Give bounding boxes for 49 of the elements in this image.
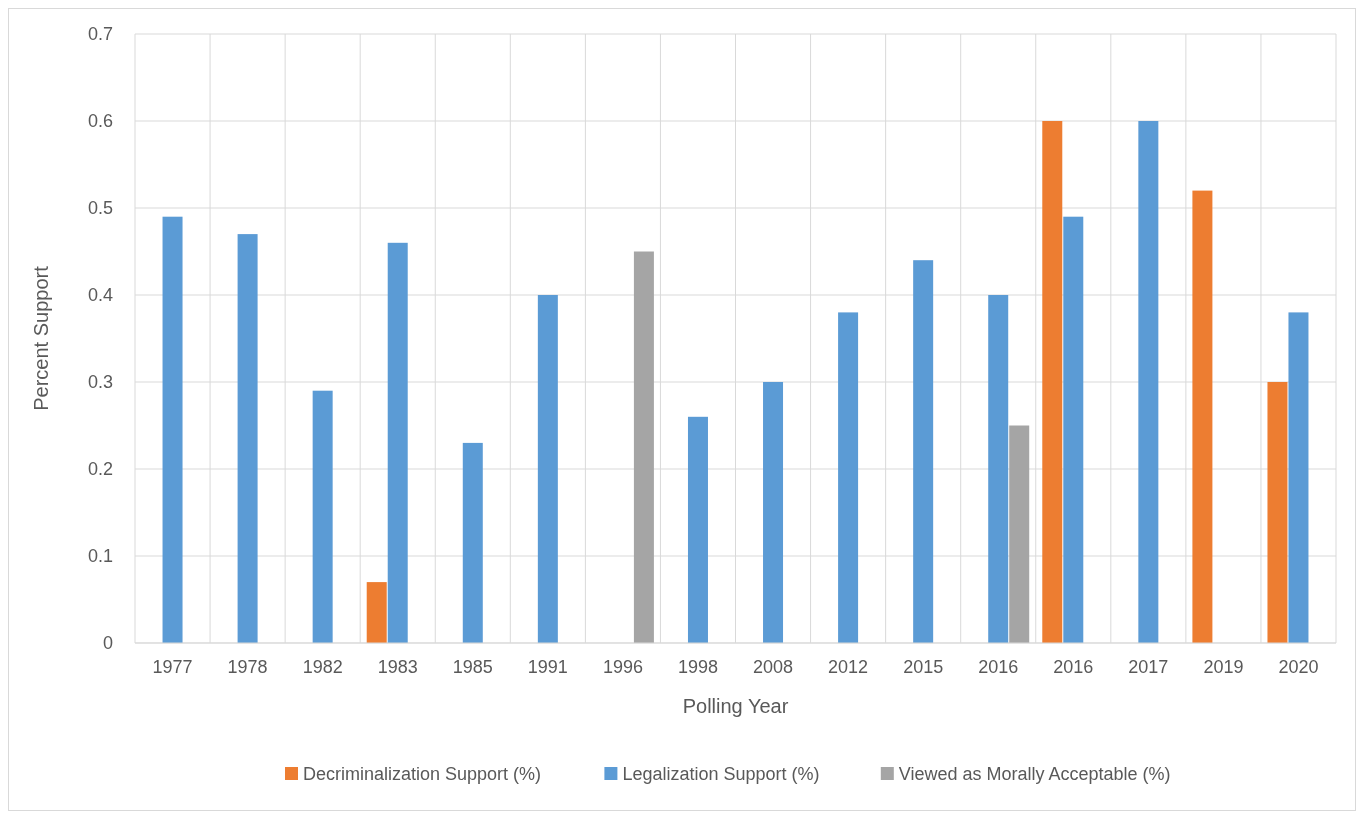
bar — [237, 234, 258, 643]
x-tick-label: 1977 — [152, 657, 193, 677]
bar — [1267, 382, 1288, 643]
bar — [1192, 190, 1213, 643]
x-tick-label: 1996 — [602, 657, 643, 677]
x-tick-label: 2016 — [1053, 657, 1094, 677]
legend-label: Decriminalization Support (%) — [303, 764, 542, 785]
bar — [162, 216, 183, 643]
bar — [1138, 121, 1159, 643]
bar — [387, 242, 408, 643]
y-tick-label: 0.6 — [87, 111, 113, 132]
bar — [1063, 216, 1084, 643]
y-tick-label: 0.7 — [87, 24, 113, 45]
bar — [537, 295, 558, 643]
x-tick-label: 2020 — [1278, 657, 1319, 677]
bar — [633, 251, 654, 643]
x-tick-label: 1978 — [227, 657, 268, 677]
bar — [366, 582, 387, 643]
y-tick-label: 0 — [102, 633, 113, 654]
y-tick-label: 0.1 — [87, 546, 113, 567]
bar — [763, 382, 784, 643]
bar — [462, 442, 483, 643]
x-tick-label: 2017 — [1128, 657, 1169, 677]
bar — [312, 390, 333, 643]
bar — [913, 260, 934, 643]
x-tick-label: 1998 — [677, 657, 718, 677]
x-tick-label: 1982 — [302, 657, 343, 677]
bar — [838, 312, 859, 643]
bar — [1009, 425, 1030, 643]
x-tick-label: 1991 — [527, 657, 568, 677]
x-tick-label: 2019 — [1203, 657, 1244, 677]
x-tick-label: 2015 — [903, 657, 944, 677]
y-tick-label: 0.5 — [87, 198, 113, 219]
legend-label: Viewed as Morally Acceptable (%) — [898, 764, 1171, 785]
legend-label: Legalization Support (%) — [622, 764, 820, 785]
y-axis-title: Percent Support — [30, 265, 52, 411]
bar — [1288, 312, 1309, 643]
x-axis-title: Polling Year — [682, 695, 789, 717]
y-tick-label: 0.4 — [87, 285, 113, 306]
x-tick-label: 2008 — [753, 657, 794, 677]
x-tick-label: 1985 — [452, 657, 493, 677]
y-tick-label: 0.3 — [87, 372, 113, 393]
x-tick-label: 2016 — [978, 657, 1019, 677]
bar — [1042, 121, 1063, 643]
x-tick-label: 1983 — [377, 657, 418, 677]
bar — [988, 295, 1009, 643]
y-tick-label: 0.2 — [87, 459, 113, 480]
x-tick-label: 2012 — [828, 657, 869, 677]
bar — [687, 416, 708, 643]
